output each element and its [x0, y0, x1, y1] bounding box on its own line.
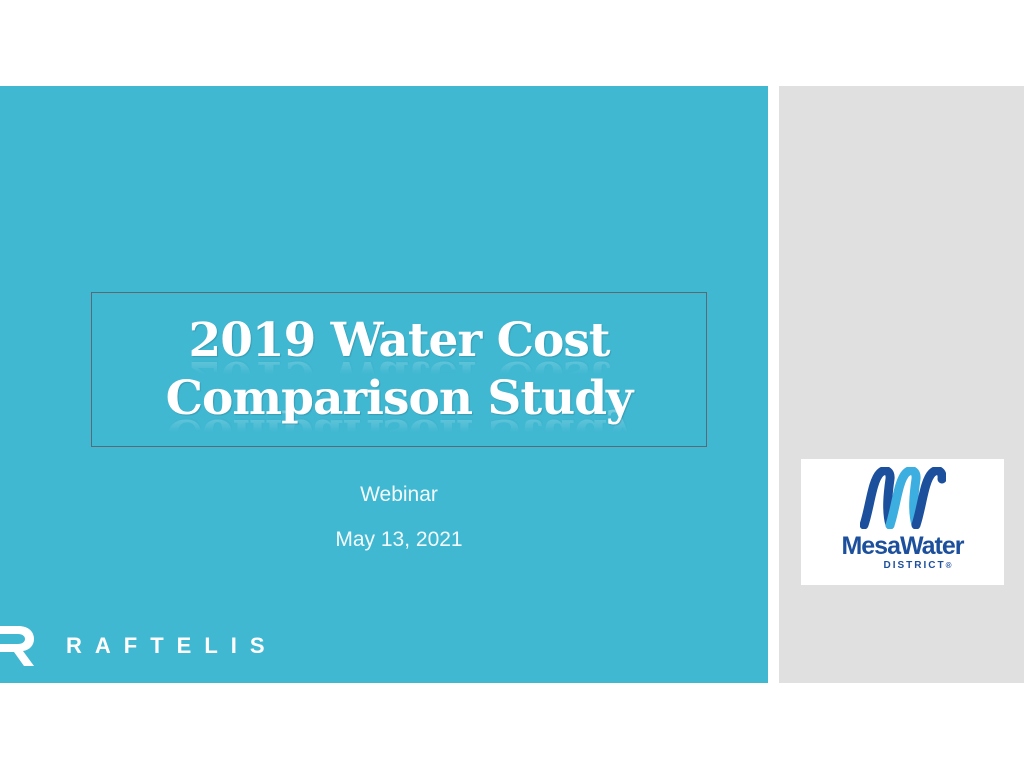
title-line-2: Comparison Study: [165, 370, 634, 426]
mesa-water-name: MesaWater: [841, 532, 964, 560]
district-text: DISTRICT: [883, 560, 946, 571]
accent-band: [0, 86, 768, 683]
side-panel: [779, 86, 1024, 683]
registered-mark: ®: [945, 561, 952, 570]
mesa-water-logo: MesaWater DISTRICT®: [801, 459, 1004, 585]
title-box: 2019 Water Cost Comparison Study: [91, 292, 707, 447]
mesa-water-waves-icon: [859, 467, 946, 529]
date-text: May 13, 2021: [335, 528, 463, 551]
raftelis-wordmark: RAFTELIS: [66, 633, 278, 658]
raftelis-r-icon: [0, 626, 34, 666]
title-line-1: 2019 Water Cost: [188, 312, 611, 368]
mesa-water-district: DISTRICT®: [883, 560, 951, 571]
subtitle: Webinar: [360, 483, 438, 506]
raftelis-logo: RAFTELIS: [0, 624, 278, 668]
